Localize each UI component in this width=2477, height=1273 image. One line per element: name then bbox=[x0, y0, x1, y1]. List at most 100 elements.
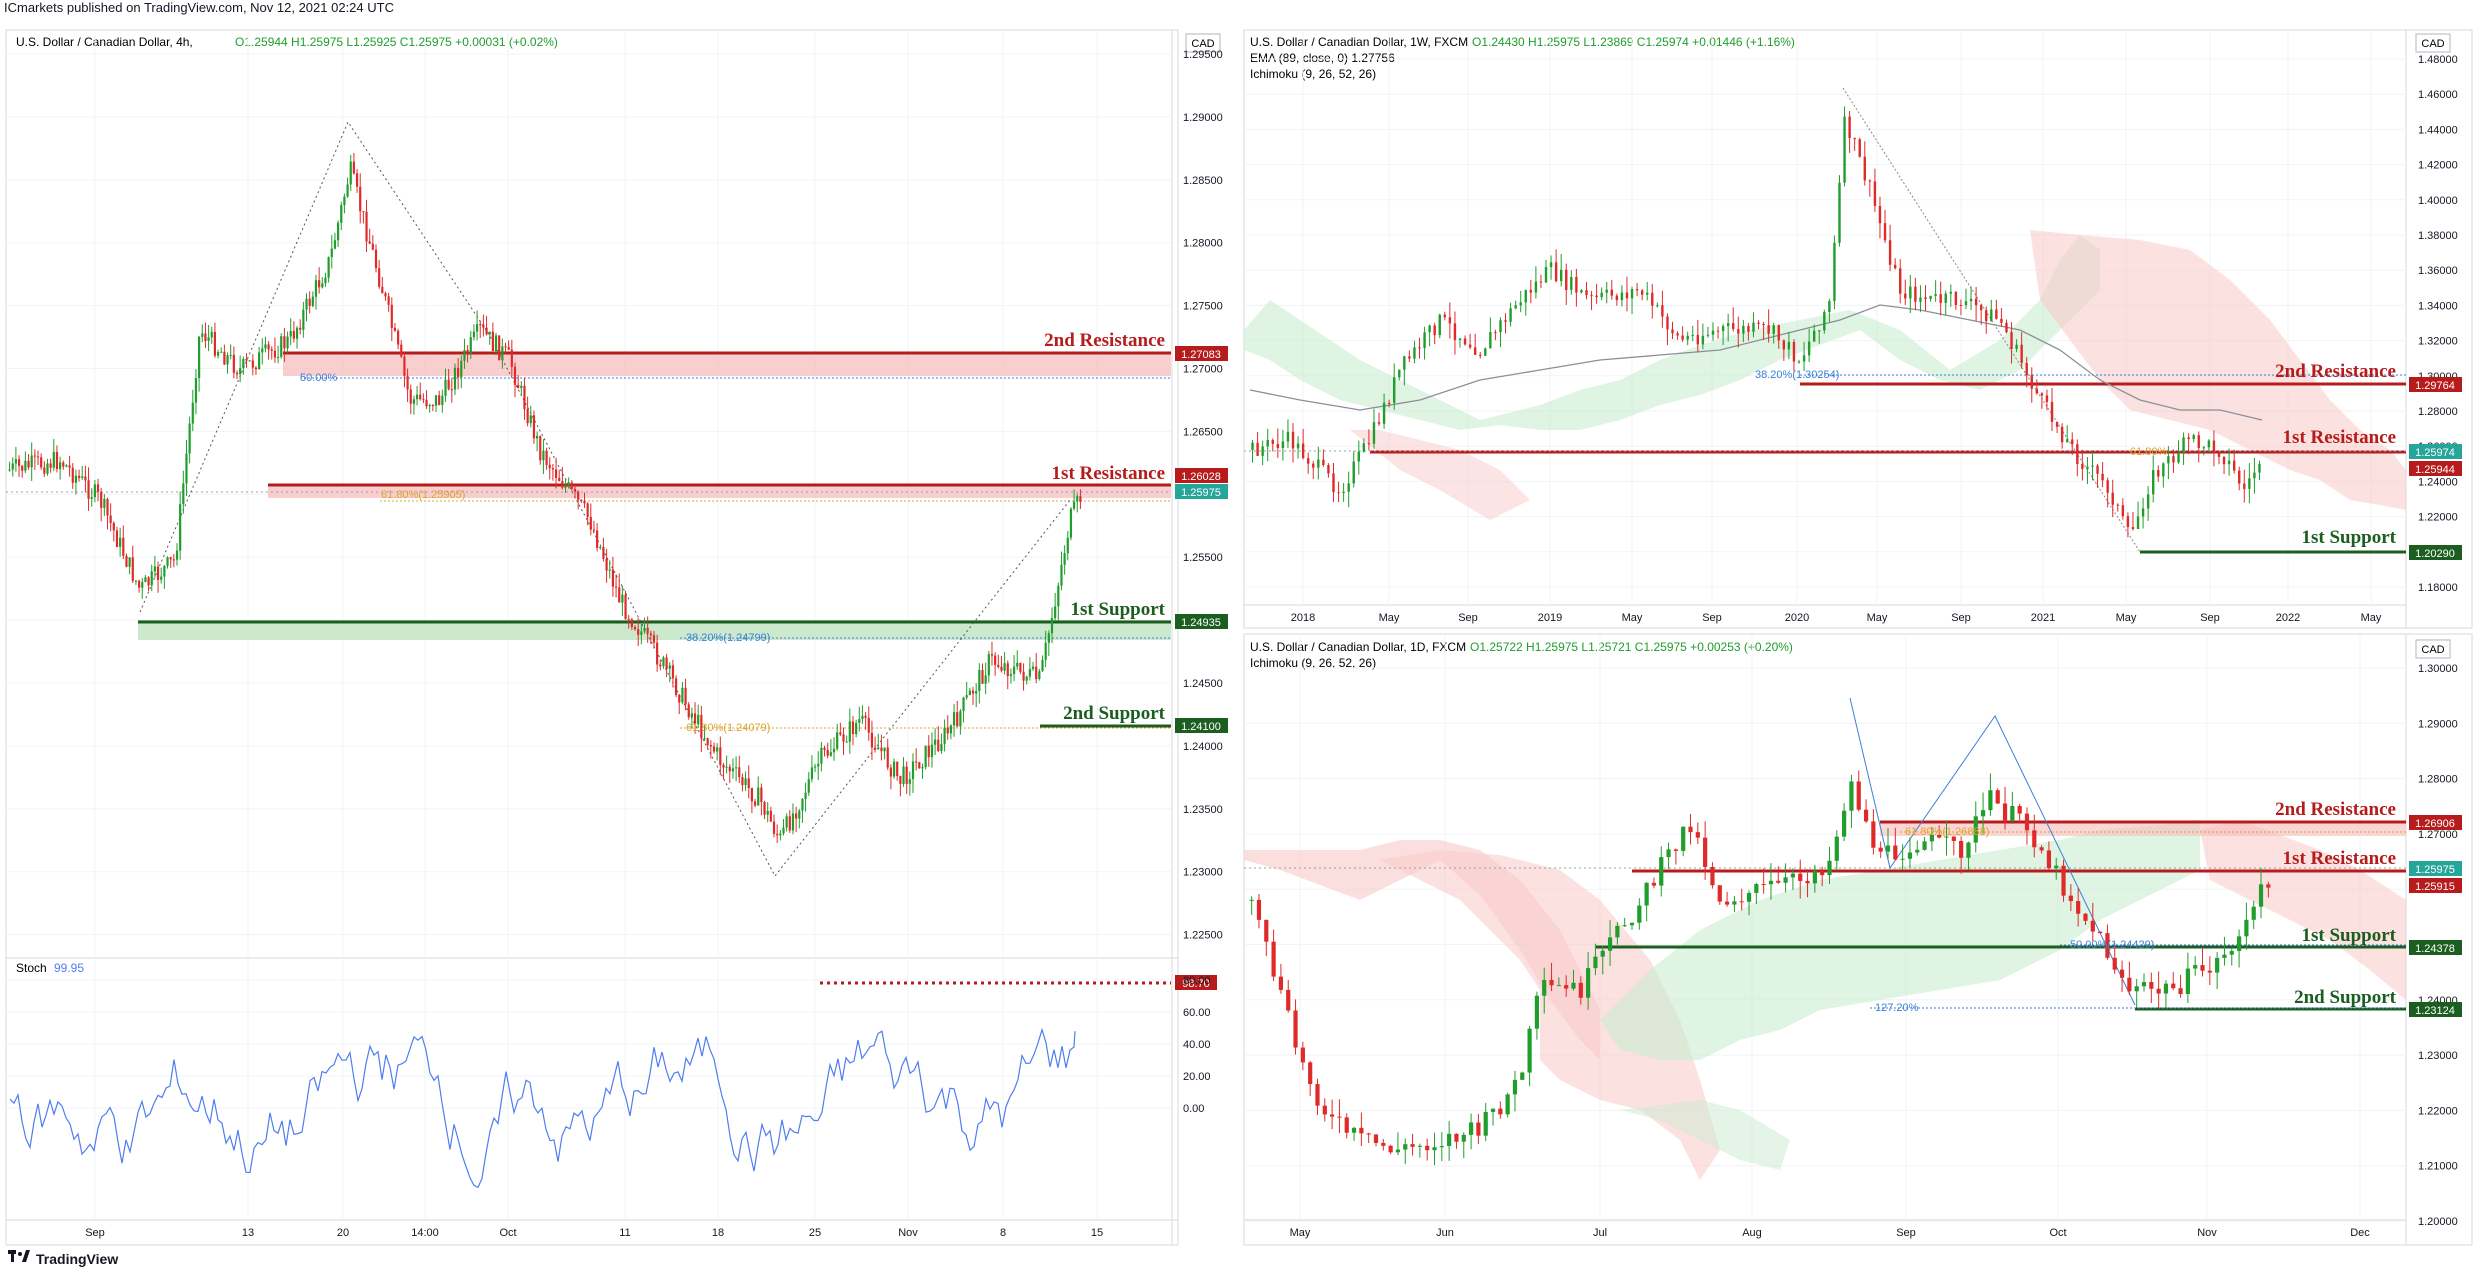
h4-candle bbox=[232, 354, 235, 373]
w1-y-tick: 1.46000 bbox=[2418, 89, 2458, 101]
w1-candle bbox=[1433, 325, 1436, 336]
d1-candle bbox=[1490, 1108, 1496, 1112]
h4-candle bbox=[728, 766, 731, 772]
w1-candle bbox=[1772, 325, 1775, 334]
h4-candle bbox=[921, 767, 924, 769]
h4-candle bbox=[1079, 496, 1082, 502]
h4-stoch-y-axis: 80.00 60.00 40.00 20.00 0.00 bbox=[6, 975, 1211, 1115]
d1-candle bbox=[2017, 806, 2022, 814]
h4-candle bbox=[245, 358, 248, 361]
w1-candle bbox=[1600, 292, 1603, 298]
w1-candle bbox=[2182, 437, 2185, 454]
h4-candle bbox=[210, 331, 213, 338]
w1-y-tick: 1.24000 bbox=[2418, 476, 2458, 488]
h4-candle bbox=[1041, 659, 1044, 672]
w1-candle bbox=[1833, 242, 1836, 302]
h4-candle bbox=[523, 385, 526, 410]
h4-candle bbox=[665, 657, 668, 669]
h4-candle bbox=[915, 761, 918, 763]
d1-candle bbox=[1425, 1145, 1430, 1151]
w1-candle bbox=[1792, 342, 1796, 362]
d1-candle bbox=[1703, 837, 1708, 867]
h4-x-tick: 13 bbox=[242, 1227, 254, 1239]
w1-candle bbox=[1387, 402, 1391, 404]
h4-candle bbox=[340, 205, 343, 223]
h4-fib-label-1: 61.80%(1.25905) bbox=[381, 489, 465, 501]
d1-candle bbox=[1264, 919, 1269, 942]
d1-y-tick: 1.20000 bbox=[2418, 1216, 2458, 1228]
h4-candle bbox=[223, 351, 226, 365]
h4-candle bbox=[55, 451, 59, 470]
d1-candle bbox=[1600, 950, 1605, 957]
h4-candle bbox=[62, 462, 65, 467]
h4-candle bbox=[994, 655, 997, 665]
h4-candle bbox=[264, 344, 267, 349]
h4-candle bbox=[343, 196, 346, 206]
w1-candle bbox=[1985, 310, 1988, 322]
h4-candle bbox=[220, 351, 223, 353]
d1-support2-tag: 1.23124 bbox=[2415, 1005, 2455, 1017]
h4-candle bbox=[785, 816, 788, 828]
d1-fib-label-2: 50.00%(1.24429) bbox=[2070, 939, 2154, 951]
h4-candle bbox=[175, 550, 179, 560]
d1-candle bbox=[2134, 986, 2139, 992]
d1-candle bbox=[1330, 1114, 1335, 1117]
h4-title: U.S. Dollar / Canadian Dollar, 4h, bbox=[16, 35, 193, 49]
h4-candle bbox=[703, 738, 706, 740]
d1-y-tick: 1.29000 bbox=[2418, 718, 2458, 730]
h4-candle bbox=[855, 722, 858, 735]
d1-candle bbox=[1520, 1072, 1525, 1080]
w1-candle bbox=[2096, 465, 2099, 474]
h4-candle bbox=[27, 460, 30, 468]
d1-candle bbox=[1366, 1133, 1371, 1135]
h4-candle bbox=[415, 394, 419, 400]
d1-candle bbox=[1907, 852, 1913, 859]
h4-candle bbox=[712, 746, 716, 752]
h4-candle bbox=[501, 346, 504, 361]
w1-candle bbox=[1306, 458, 1310, 464]
d1-candle bbox=[2171, 983, 2176, 989]
w1-candle bbox=[1737, 329, 1740, 334]
h4-fib-label-4: 50.00% bbox=[300, 372, 338, 384]
h4-candle bbox=[254, 367, 258, 370]
w1-y-tick: 1.18000 bbox=[2418, 582, 2458, 594]
h4-candle bbox=[84, 476, 87, 481]
h4-candle bbox=[30, 455, 33, 468]
h4-candle bbox=[1047, 633, 1050, 643]
w1-candle bbox=[1863, 156, 1866, 181]
h4-candle bbox=[125, 555, 128, 567]
h4-candle bbox=[1044, 642, 1047, 660]
w1-candle bbox=[1519, 302, 1522, 306]
d1-candle bbox=[1359, 1127, 1364, 1134]
h4-candle bbox=[207, 337, 210, 341]
w1-candle bbox=[2172, 456, 2175, 463]
h4-candle bbox=[330, 248, 333, 258]
h4-candle bbox=[194, 378, 198, 403]
h4-candle bbox=[349, 161, 352, 185]
h4-candle bbox=[589, 516, 592, 530]
h4-candle bbox=[662, 657, 665, 667]
h4-candle bbox=[147, 577, 150, 586]
h4-candle bbox=[213, 331, 217, 356]
h4-candle bbox=[722, 764, 725, 768]
d1-candle bbox=[1951, 836, 1956, 841]
h4-candle bbox=[169, 557, 172, 560]
w1-candle bbox=[1342, 491, 1345, 494]
w1-candle bbox=[1382, 402, 1386, 424]
tradingview-footer[interactable]: TradingView bbox=[8, 1250, 118, 1267]
h4-candle bbox=[119, 537, 122, 547]
w1-candle bbox=[1944, 293, 1947, 303]
d1-candle bbox=[1915, 849, 1920, 853]
d1-candle bbox=[2244, 919, 2249, 937]
w1-candle bbox=[1630, 289, 1634, 299]
h4-candle bbox=[469, 337, 472, 354]
d1-candle bbox=[1900, 858, 1905, 860]
h4-candle bbox=[943, 727, 946, 744]
w1-y-tick: 1.32000 bbox=[2418, 336, 2458, 348]
w1-candle bbox=[1423, 332, 1426, 349]
h4-candle bbox=[276, 356, 280, 358]
w1-candle bbox=[1494, 332, 1497, 334]
d1-candle bbox=[1373, 1134, 1379, 1143]
h4-candle bbox=[896, 761, 899, 777]
d1-y-tick: 1.30000 bbox=[2418, 663, 2458, 675]
